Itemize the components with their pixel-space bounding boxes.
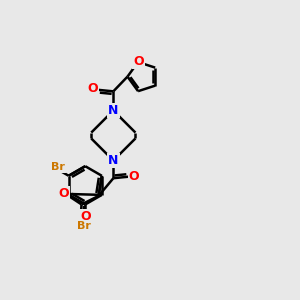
Text: O: O: [133, 55, 144, 68]
Text: N: N: [108, 154, 118, 167]
Text: N: N: [108, 104, 118, 117]
Text: O: O: [129, 170, 139, 183]
Text: O: O: [80, 210, 91, 223]
Text: O: O: [59, 188, 69, 200]
Text: Br: Br: [77, 221, 91, 231]
Text: O: O: [87, 82, 98, 95]
Text: Br: Br: [51, 162, 65, 172]
